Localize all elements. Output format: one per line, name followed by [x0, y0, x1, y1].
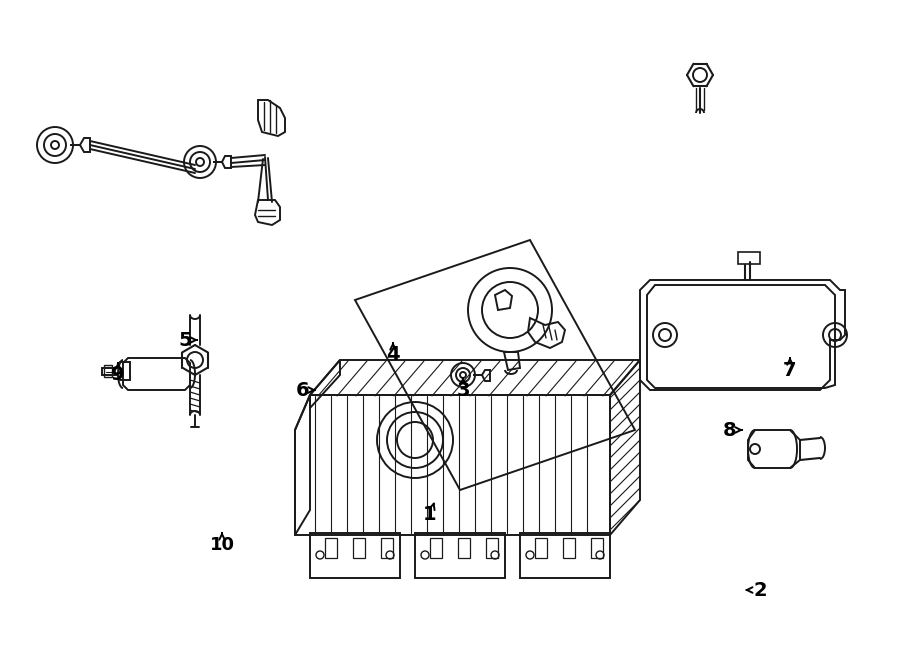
Text: 4: 4 — [386, 346, 400, 364]
Text: 7: 7 — [783, 360, 796, 379]
Bar — [325, 538, 337, 558]
Text: 1: 1 — [423, 506, 436, 524]
Bar — [381, 538, 393, 558]
Text: 9: 9 — [112, 366, 125, 385]
Bar — [486, 538, 498, 558]
Bar — [563, 538, 575, 558]
Text: 3: 3 — [456, 381, 470, 399]
Text: 2: 2 — [753, 580, 767, 600]
Text: 8: 8 — [724, 420, 737, 440]
Bar — [353, 538, 365, 558]
Bar — [458, 538, 470, 558]
Text: 6: 6 — [296, 381, 310, 399]
Bar — [104, 365, 112, 377]
Bar — [591, 538, 603, 558]
Text: 10: 10 — [210, 536, 235, 554]
Bar — [430, 538, 442, 558]
Bar — [738, 252, 760, 264]
Text: 5: 5 — [178, 330, 192, 350]
Bar — [535, 538, 547, 558]
